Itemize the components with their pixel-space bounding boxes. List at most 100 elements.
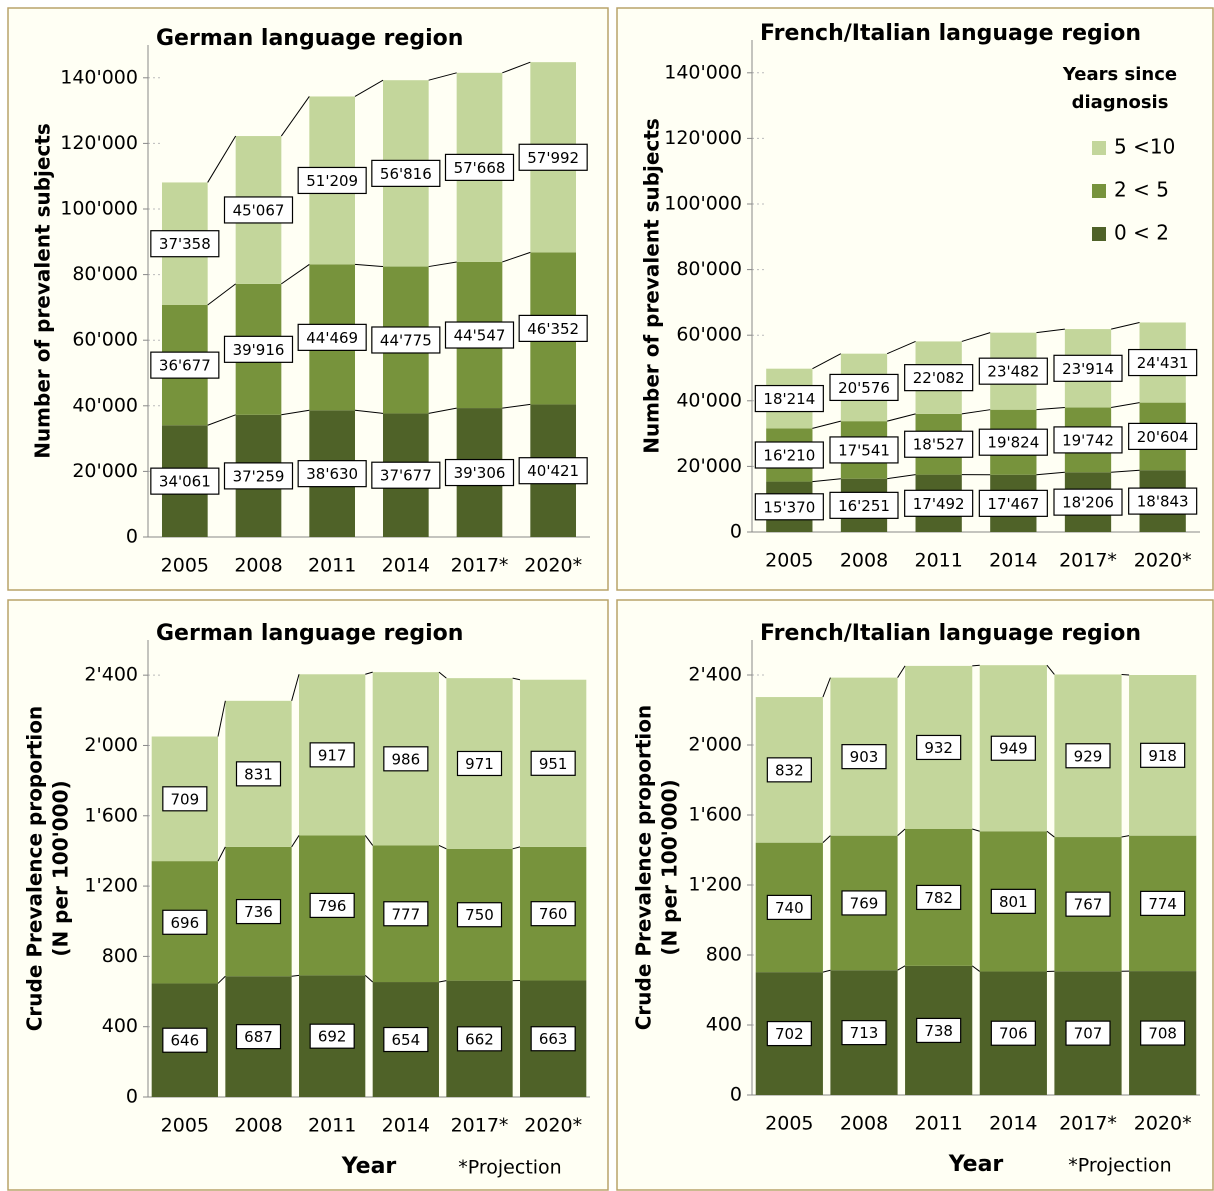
value-label-box — [530, 901, 576, 927]
y-tick-label: 20'000 — [72, 460, 138, 482]
chart-title: German language region — [156, 621, 463, 646]
connector-line — [354, 263, 384, 268]
value-label: 646 — [171, 1032, 200, 1050]
value-label-box — [309, 892, 355, 919]
connector-line — [812, 420, 841, 429]
value-label: 769 — [850, 894, 879, 912]
value-label: 18'843 — [1137, 493, 1189, 511]
value-label: 22'082 — [913, 369, 965, 387]
value-label: 738 — [924, 1022, 953, 1040]
value-label-box — [904, 430, 974, 458]
connector-line — [1036, 328, 1065, 334]
value-label-box — [518, 457, 588, 485]
value-label: 40'421 — [527, 462, 579, 480]
value-label: 45'067 — [233, 201, 285, 219]
connector-line — [1111, 469, 1140, 473]
connector-line — [280, 96, 310, 137]
value-label-box — [383, 1026, 429, 1053]
value-label-box — [1140, 742, 1186, 768]
value-label: 51'209 — [306, 172, 358, 190]
connector-line — [897, 965, 906, 971]
x-tick-label: 2008 — [840, 550, 888, 572]
x-tick-label: 2014 — [989, 550, 1037, 572]
value-label: 971 — [465, 755, 494, 773]
value-label: 774 — [1148, 895, 1177, 913]
value-label: 23'482 — [987, 363, 1039, 381]
value-label: 662 — [465, 1030, 494, 1048]
connector-line — [428, 261, 457, 268]
connector-line — [207, 283, 236, 306]
value-label-box — [518, 314, 588, 343]
value-label: 740 — [775, 899, 804, 917]
value-label: 903 — [850, 748, 879, 766]
value-label: 932 — [924, 739, 953, 757]
value-label: 57'668 — [454, 159, 506, 177]
y-tick-label: 1'600 — [84, 804, 138, 826]
x-tick-label: 2005 — [161, 555, 209, 577]
value-label: 24'431 — [1137, 354, 1189, 372]
value-label-box — [1128, 348, 1198, 377]
value-label-box — [1065, 743, 1111, 769]
y-tick-label: 140'000 — [60, 66, 138, 88]
connector-line — [1121, 835, 1130, 838]
connector-line — [886, 340, 916, 355]
x-tick-label: 2014 — [382, 1115, 430, 1137]
value-label: 750 — [465, 906, 494, 924]
value-label-box — [1065, 1020, 1111, 1046]
x-tick-label: 2008 — [234, 1115, 282, 1137]
connector-line — [812, 478, 841, 483]
value-label-box — [162, 786, 208, 812]
connector-line — [438, 671, 447, 679]
y-axis-label: (N per 100'000) — [49, 780, 73, 956]
connector-line — [961, 409, 991, 415]
value-label: 951 — [539, 755, 568, 773]
y-tick-label: 800 — [706, 944, 742, 966]
value-label: 918 — [1148, 747, 1177, 765]
value-label: 17'541 — [838, 441, 890, 459]
value-label-box — [444, 153, 515, 181]
connector-line — [502, 403, 531, 409]
connector-line — [281, 409, 310, 416]
value-label-box — [309, 742, 355, 768]
value-label: 707 — [1074, 1025, 1103, 1043]
y-tick-label: 1'200 — [688, 874, 742, 896]
y-tick-label: 120'000 — [664, 127, 742, 149]
value-label: 18'206 — [1062, 494, 1114, 512]
connector-line — [428, 407, 457, 414]
y-tick-label: 140'000 — [664, 61, 742, 83]
y-tick-label: 0 — [730, 521, 742, 543]
value-label: 696 — [171, 914, 200, 932]
connector-line — [281, 264, 310, 285]
x-tick-label: 2005 — [161, 1115, 209, 1137]
value-label: 16'210 — [763, 447, 815, 465]
legend-label: 2 < 5 — [1114, 178, 1169, 202]
connector-line — [502, 61, 531, 74]
value-label: 19'824 — [987, 434, 1039, 452]
connector-line — [354, 79, 384, 97]
value-label: 709 — [171, 790, 200, 808]
value-label: 713 — [850, 1024, 879, 1042]
value-label: 15'370 — [763, 498, 815, 516]
y-tick-label: 0 — [126, 1086, 138, 1108]
x-tick-label: 2017* — [451, 1115, 509, 1137]
value-label-box — [309, 1023, 355, 1049]
x-tick-label: 2020* — [1134, 1113, 1192, 1135]
value-label-box — [456, 902, 503, 928]
x-tick-label: 2005 — [765, 550, 813, 572]
value-label-box — [235, 1024, 282, 1050]
value-label-box — [223, 462, 294, 490]
y-tick-label: 60'000 — [72, 329, 138, 351]
connector-line — [217, 700, 226, 737]
note: *Projection — [1068, 1155, 1171, 1177]
value-label-box — [766, 1020, 812, 1047]
x-tick-label: 2008 — [234, 555, 282, 577]
value-label-box — [162, 1027, 208, 1053]
connector-line — [1046, 830, 1055, 838]
value-label: 929 — [1074, 747, 1103, 765]
connector-line — [897, 828, 906, 837]
connector-line — [217, 846, 226, 862]
x-tick-label: 2008 — [840, 1113, 888, 1135]
value-label-box — [383, 901, 429, 927]
value-label-box — [297, 323, 367, 351]
